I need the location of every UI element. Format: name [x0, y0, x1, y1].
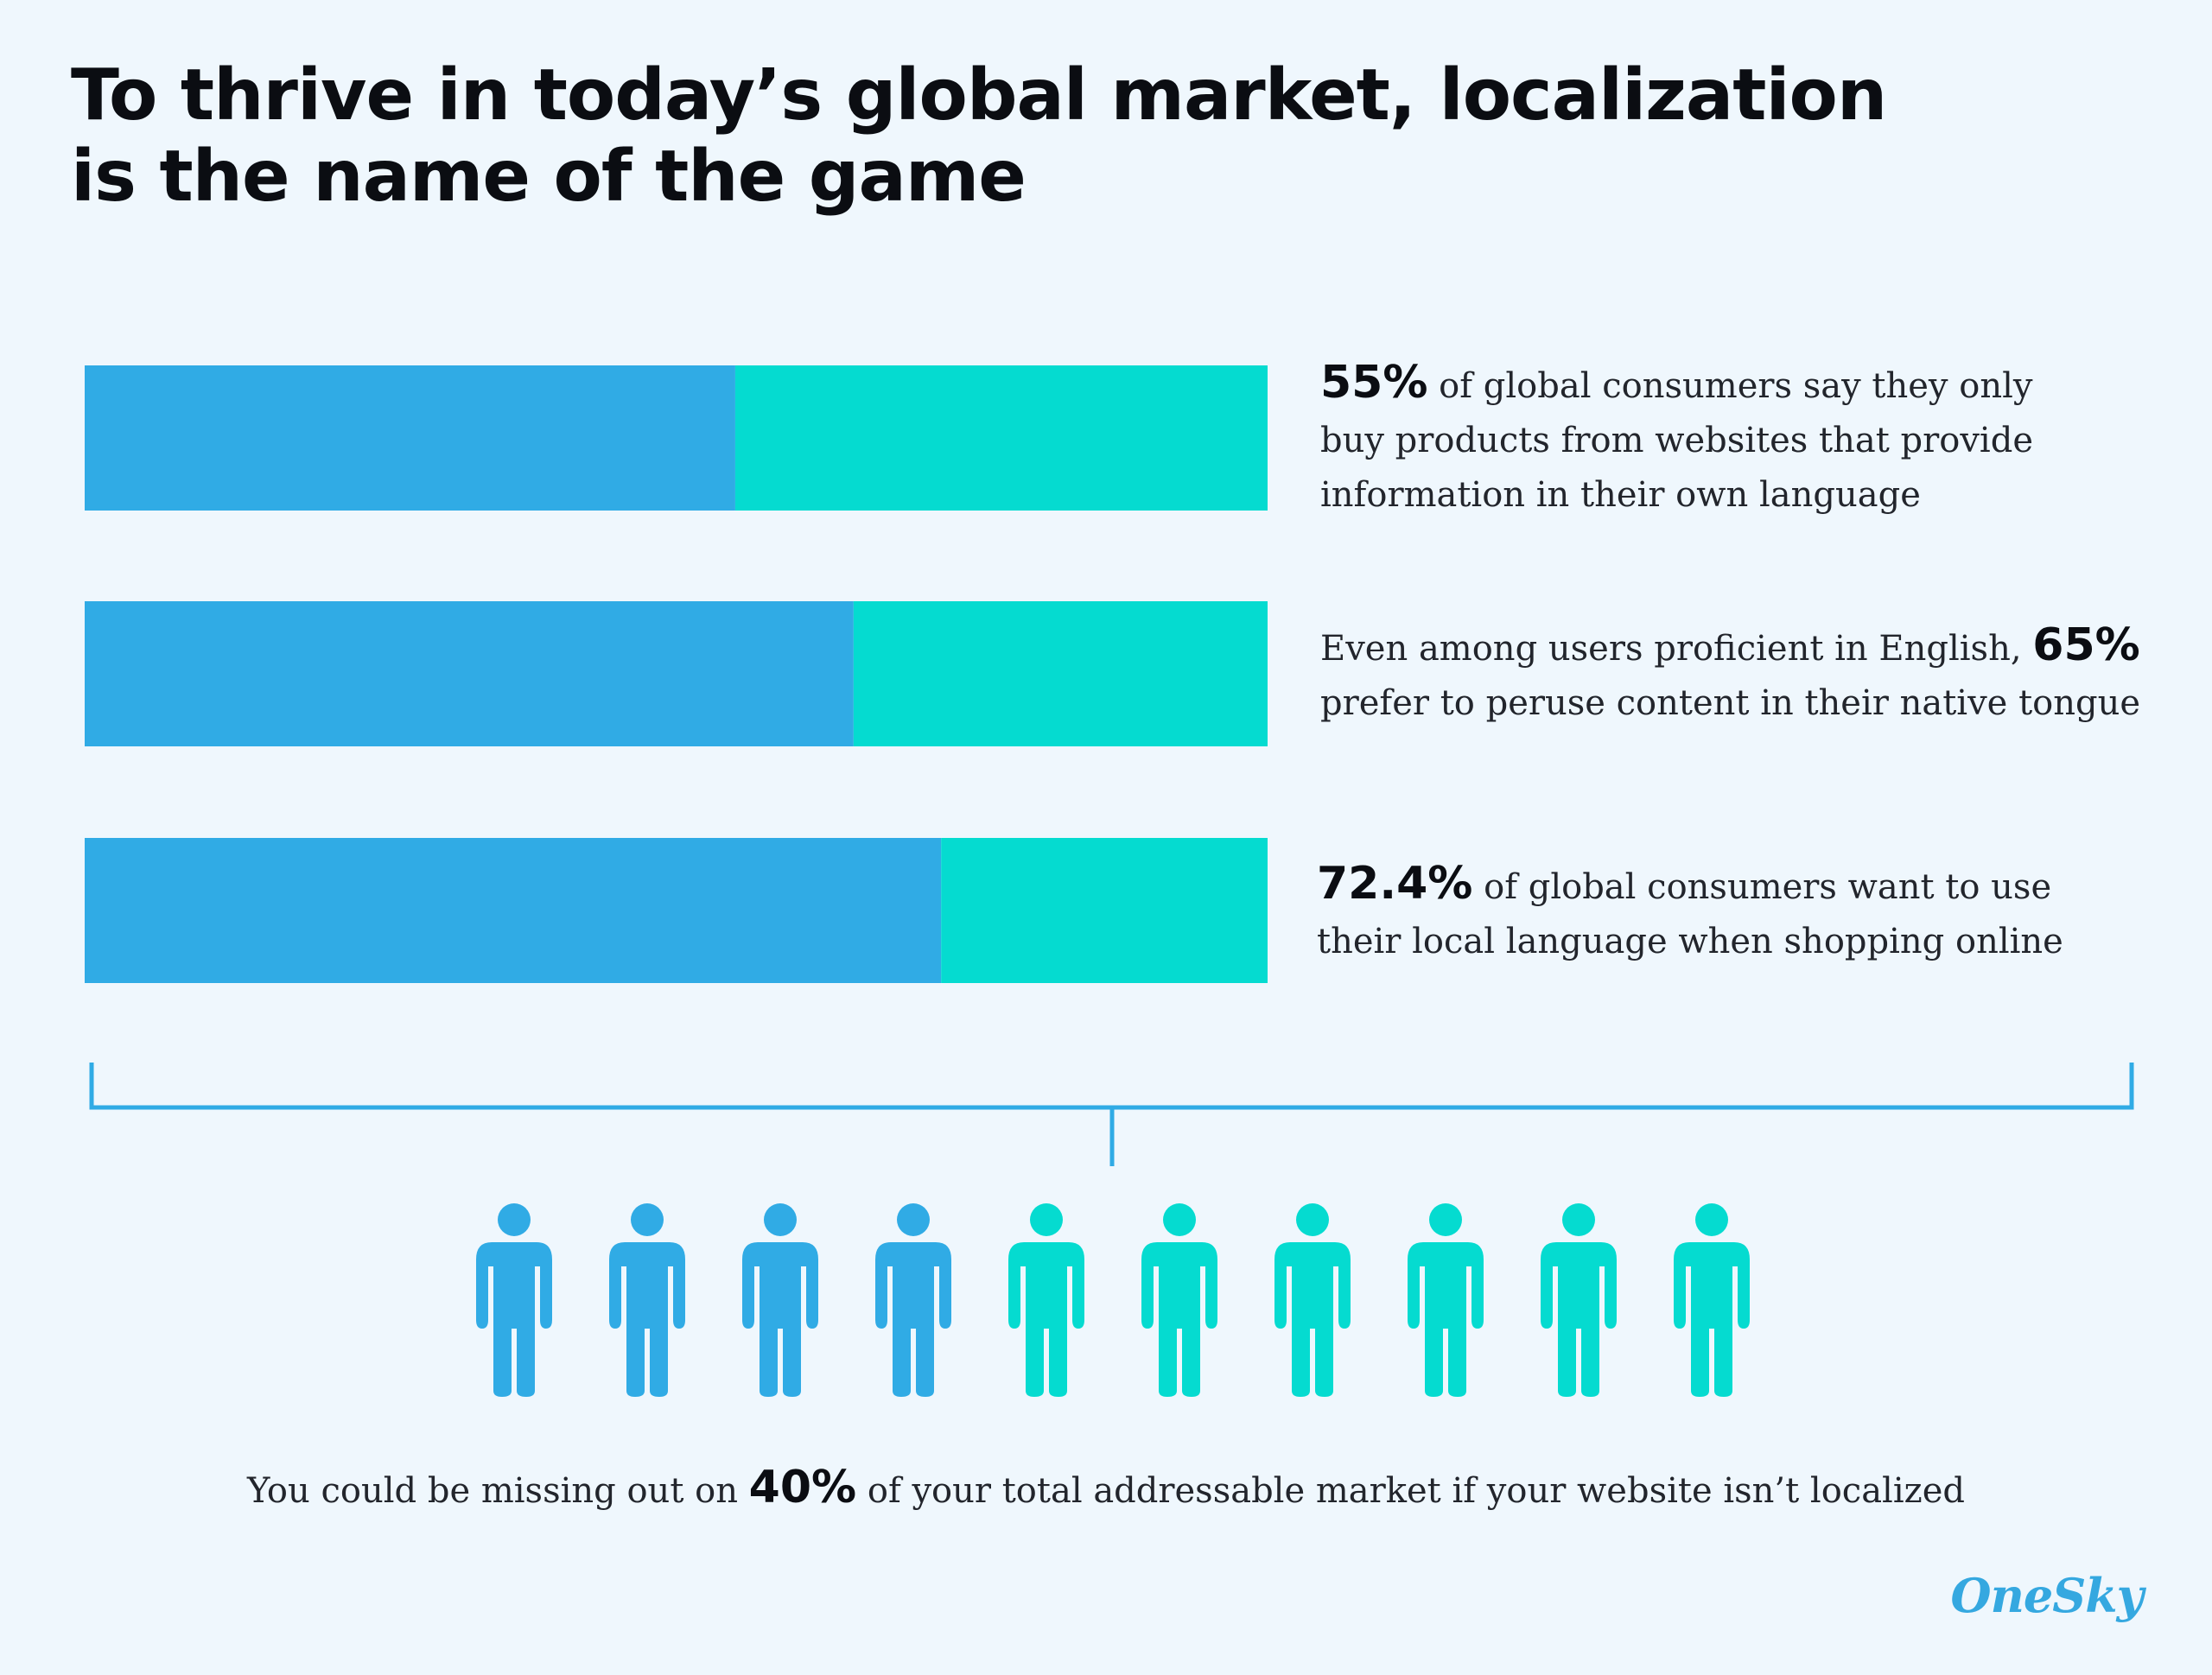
- bar-1-value: [85, 365, 735, 511]
- bar-3-value: [85, 838, 942, 983]
- stat-2-text: prefer to peruse content in their native…: [1320, 683, 2141, 723]
- page-title: To thrive in today’s global market, loca…: [71, 55, 1972, 218]
- stat-2: Even among users proficient in English, …: [1320, 619, 2184, 731]
- title-line-1: To thrive in today’s global market, loca…: [71, 54, 1887, 136]
- title-line-2: is the name of the game: [71, 136, 1027, 218]
- stat-2-pre: Even among users proficient in English,: [1320, 629, 2033, 669]
- stat-1-text: of global consumers say they only buy pr…: [1320, 366, 2033, 515]
- bottom-post: of your total addressable market if your…: [856, 1471, 1965, 1511]
- stacked-bar-chart: [85, 365, 1268, 983]
- stat-1: 55% of global consumers say they only bu…: [1320, 356, 2098, 523]
- person-icon: [476, 1203, 552, 1397]
- bottom-number: 40%: [748, 1462, 857, 1513]
- stat-3-number: 72.4%: [1317, 858, 1473, 910]
- person-icon: [1141, 1203, 1217, 1397]
- person-icon: [1008, 1203, 1084, 1397]
- stat-2-number: 65%: [2032, 619, 2140, 671]
- person-icon: [1408, 1203, 1484, 1397]
- bar-2-value: [85, 601, 854, 746]
- person-icon: [1541, 1203, 1617, 1397]
- bar-1-remainder: [734, 365, 1268, 511]
- bottom-caption: You could be missing out on 40% of your …: [0, 1460, 2212, 1519]
- person-icon: [609, 1203, 685, 1397]
- people-pictogram: [476, 1203, 1750, 1397]
- stat-1-number: 55%: [1320, 357, 1428, 409]
- bracket-line: [89, 1063, 2134, 1166]
- person-icon: [742, 1203, 818, 1397]
- person-icon: [875, 1203, 951, 1397]
- stat-3: 72.4% of global consumers want to use th…: [1317, 857, 2094, 969]
- onesky-logo: OneSky: [1950, 1568, 2144, 1623]
- person-icon: [1674, 1203, 1750, 1397]
- bar-3-remainder: [941, 838, 1268, 983]
- bottom-pre: You could be missing out on: [246, 1471, 749, 1511]
- grouping-bracket: [89, 1063, 2134, 1166]
- person-icon: [1274, 1203, 1351, 1397]
- stat-3-text: of global consumers want to use their lo…: [1317, 867, 2063, 961]
- bar-2-remainder: [853, 601, 1268, 746]
